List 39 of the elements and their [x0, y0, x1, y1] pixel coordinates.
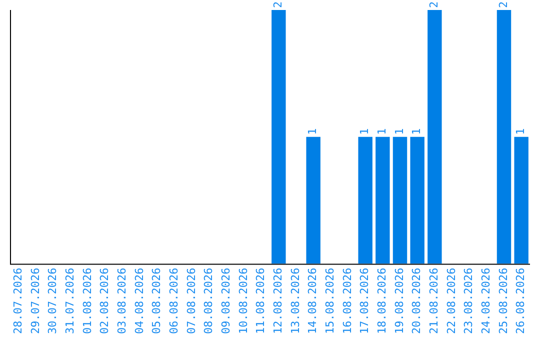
x-tick-label: 05.08.2026	[150, 268, 164, 334]
x-tick-label: 22.08.2026	[444, 268, 458, 334]
x-tick-label: 19.08.2026	[392, 268, 406, 334]
x-tick-label: 10.08.2026	[236, 268, 250, 334]
x-tick-label: 02.08.2026	[98, 268, 112, 334]
x-tick-label: 07.08.2026	[184, 268, 198, 334]
x-tick-label: 20.08.2026	[410, 268, 424, 334]
x-tick-label: 03.08.2026	[116, 268, 129, 334]
data-label: 2	[496, 1, 510, 8]
x-tick-label: 29.07.2026	[28, 268, 42, 334]
x-tick-label: 09.08.2026	[220, 268, 233, 334]
x-tick-label: 11.08.2026	[254, 268, 268, 334]
x-tick-label: 25.08.2026	[496, 268, 510, 334]
x-tick-label: 14.08.2026	[306, 268, 320, 334]
x-tick-label: 12.08.2026	[272, 268, 285, 334]
x-tick-label: 04.08.2026	[132, 268, 146, 334]
x-tick-label: 24.08.2026	[480, 268, 493, 334]
x-tick-label: 23.08.2026	[462, 268, 476, 334]
x-tick-label: 01.08.2026	[80, 268, 94, 334]
data-label: 1	[376, 128, 389, 135]
data-label: 1	[358, 128, 372, 135]
x-tick-label: 26.08.2026	[514, 268, 528, 334]
data-label: 1	[410, 128, 424, 135]
x-tick-label: 18.08.2026	[376, 268, 389, 334]
x-tick-label: 17.08.2026	[358, 268, 372, 334]
x-tick-label: 13.08.2026	[288, 268, 302, 334]
data-label: 1	[306, 128, 320, 135]
x-tick-label: 21.08.2026	[428, 268, 441, 334]
x-tick-label: 06.08.2026	[168, 268, 181, 334]
data-label: 2	[428, 1, 441, 8]
x-tick-label: 16.08.2026	[340, 268, 354, 334]
x-tick-label: 30.07.2026	[46, 268, 60, 334]
x-tick-label: 28.07.2026	[12, 268, 25, 334]
data-label: 1	[514, 128, 528, 135]
x-tick-label: 31.07.2026	[64, 268, 77, 334]
x-tick-label: 15.08.2026	[324, 268, 337, 334]
x-tick-label: 08.08.2026	[202, 268, 216, 334]
data-label: 1	[392, 128, 406, 135]
data-label: 2	[272, 1, 285, 8]
